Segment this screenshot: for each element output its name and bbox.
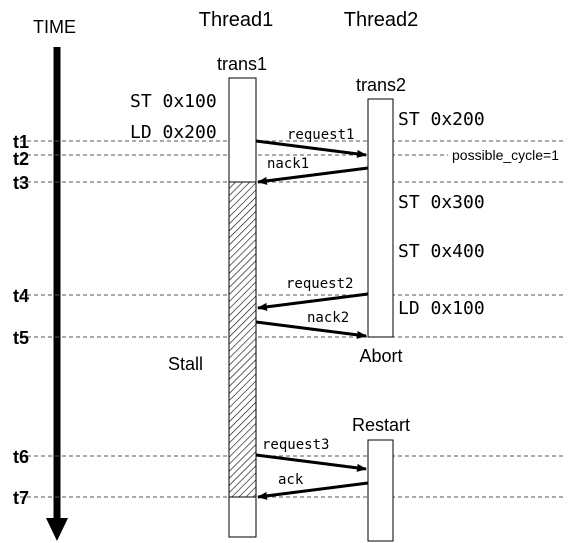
thread2-op-1: ST 0x200 — [398, 109, 485, 130]
thread2-op-4: LD 0x100 — [398, 298, 485, 319]
time-mark-t2: t2 — [13, 149, 29, 169]
trans1-stall-region — [228, 181, 257, 498]
message-label-nack1: nack1 — [267, 156, 309, 172]
trans2-box — [367, 98, 394, 338]
time-mark-t5: t5 — [13, 328, 29, 348]
time-axis-arrowhead — [46, 518, 68, 541]
arrow-nack1 — [257, 166, 369, 185]
thread2-header: Thread2 — [344, 9, 419, 31]
thread2-op-3: ST 0x400 — [398, 241, 485, 262]
message-label-request3: request3 — [262, 437, 329, 453]
message-label-request1: request1 — [287, 127, 354, 143]
time-mark-t7: t7 — [13, 488, 29, 508]
thread1-header: Thread1 — [199, 9, 274, 31]
time-mark-t3: t3 — [13, 173, 29, 193]
arrow-request2 — [257, 292, 369, 311]
stall-label: Stall — [168, 354, 203, 374]
trans1-label: trans1 — [217, 54, 267, 74]
time-mark-t6: t6 — [13, 447, 29, 467]
arrow-ack — [257, 481, 369, 500]
message-label-ack: ack — [278, 472, 304, 488]
time-mark-t1: t1 — [13, 132, 29, 152]
message-label-request2: request2 — [286, 276, 353, 292]
arrow-nack2 — [255, 320, 367, 339]
time-mark-t4: t4 — [13, 286, 29, 306]
thread2-op-2: ST 0x300 — [398, 192, 485, 213]
time-axis-label: TIME — [33, 17, 76, 37]
arrow-request1 — [255, 139, 367, 158]
time-gridlines — [20, 140, 566, 498]
abort-label: Abort — [359, 346, 402, 366]
restart-label: Restart — [352, 415, 410, 435]
message-arrows — [255, 139, 369, 500]
possible-cycle-note: possible_cycle=1 — [452, 147, 559, 163]
trans2-restart-box — [367, 439, 394, 542]
thread1-op-2: LD 0x200 — [130, 122, 217, 143]
message-labels: request1 nack1 request2 nack2 request3 a… — [262, 127, 354, 488]
trans2-label: trans2 — [356, 75, 406, 95]
message-label-nack2: nack2 — [307, 310, 349, 326]
time-mark-labels: t1 t2 t3 t4 t5 t6 t7 — [13, 132, 29, 508]
arrow-request3 — [255, 453, 367, 472]
thread1-op-1: ST 0x100 — [130, 91, 217, 112]
